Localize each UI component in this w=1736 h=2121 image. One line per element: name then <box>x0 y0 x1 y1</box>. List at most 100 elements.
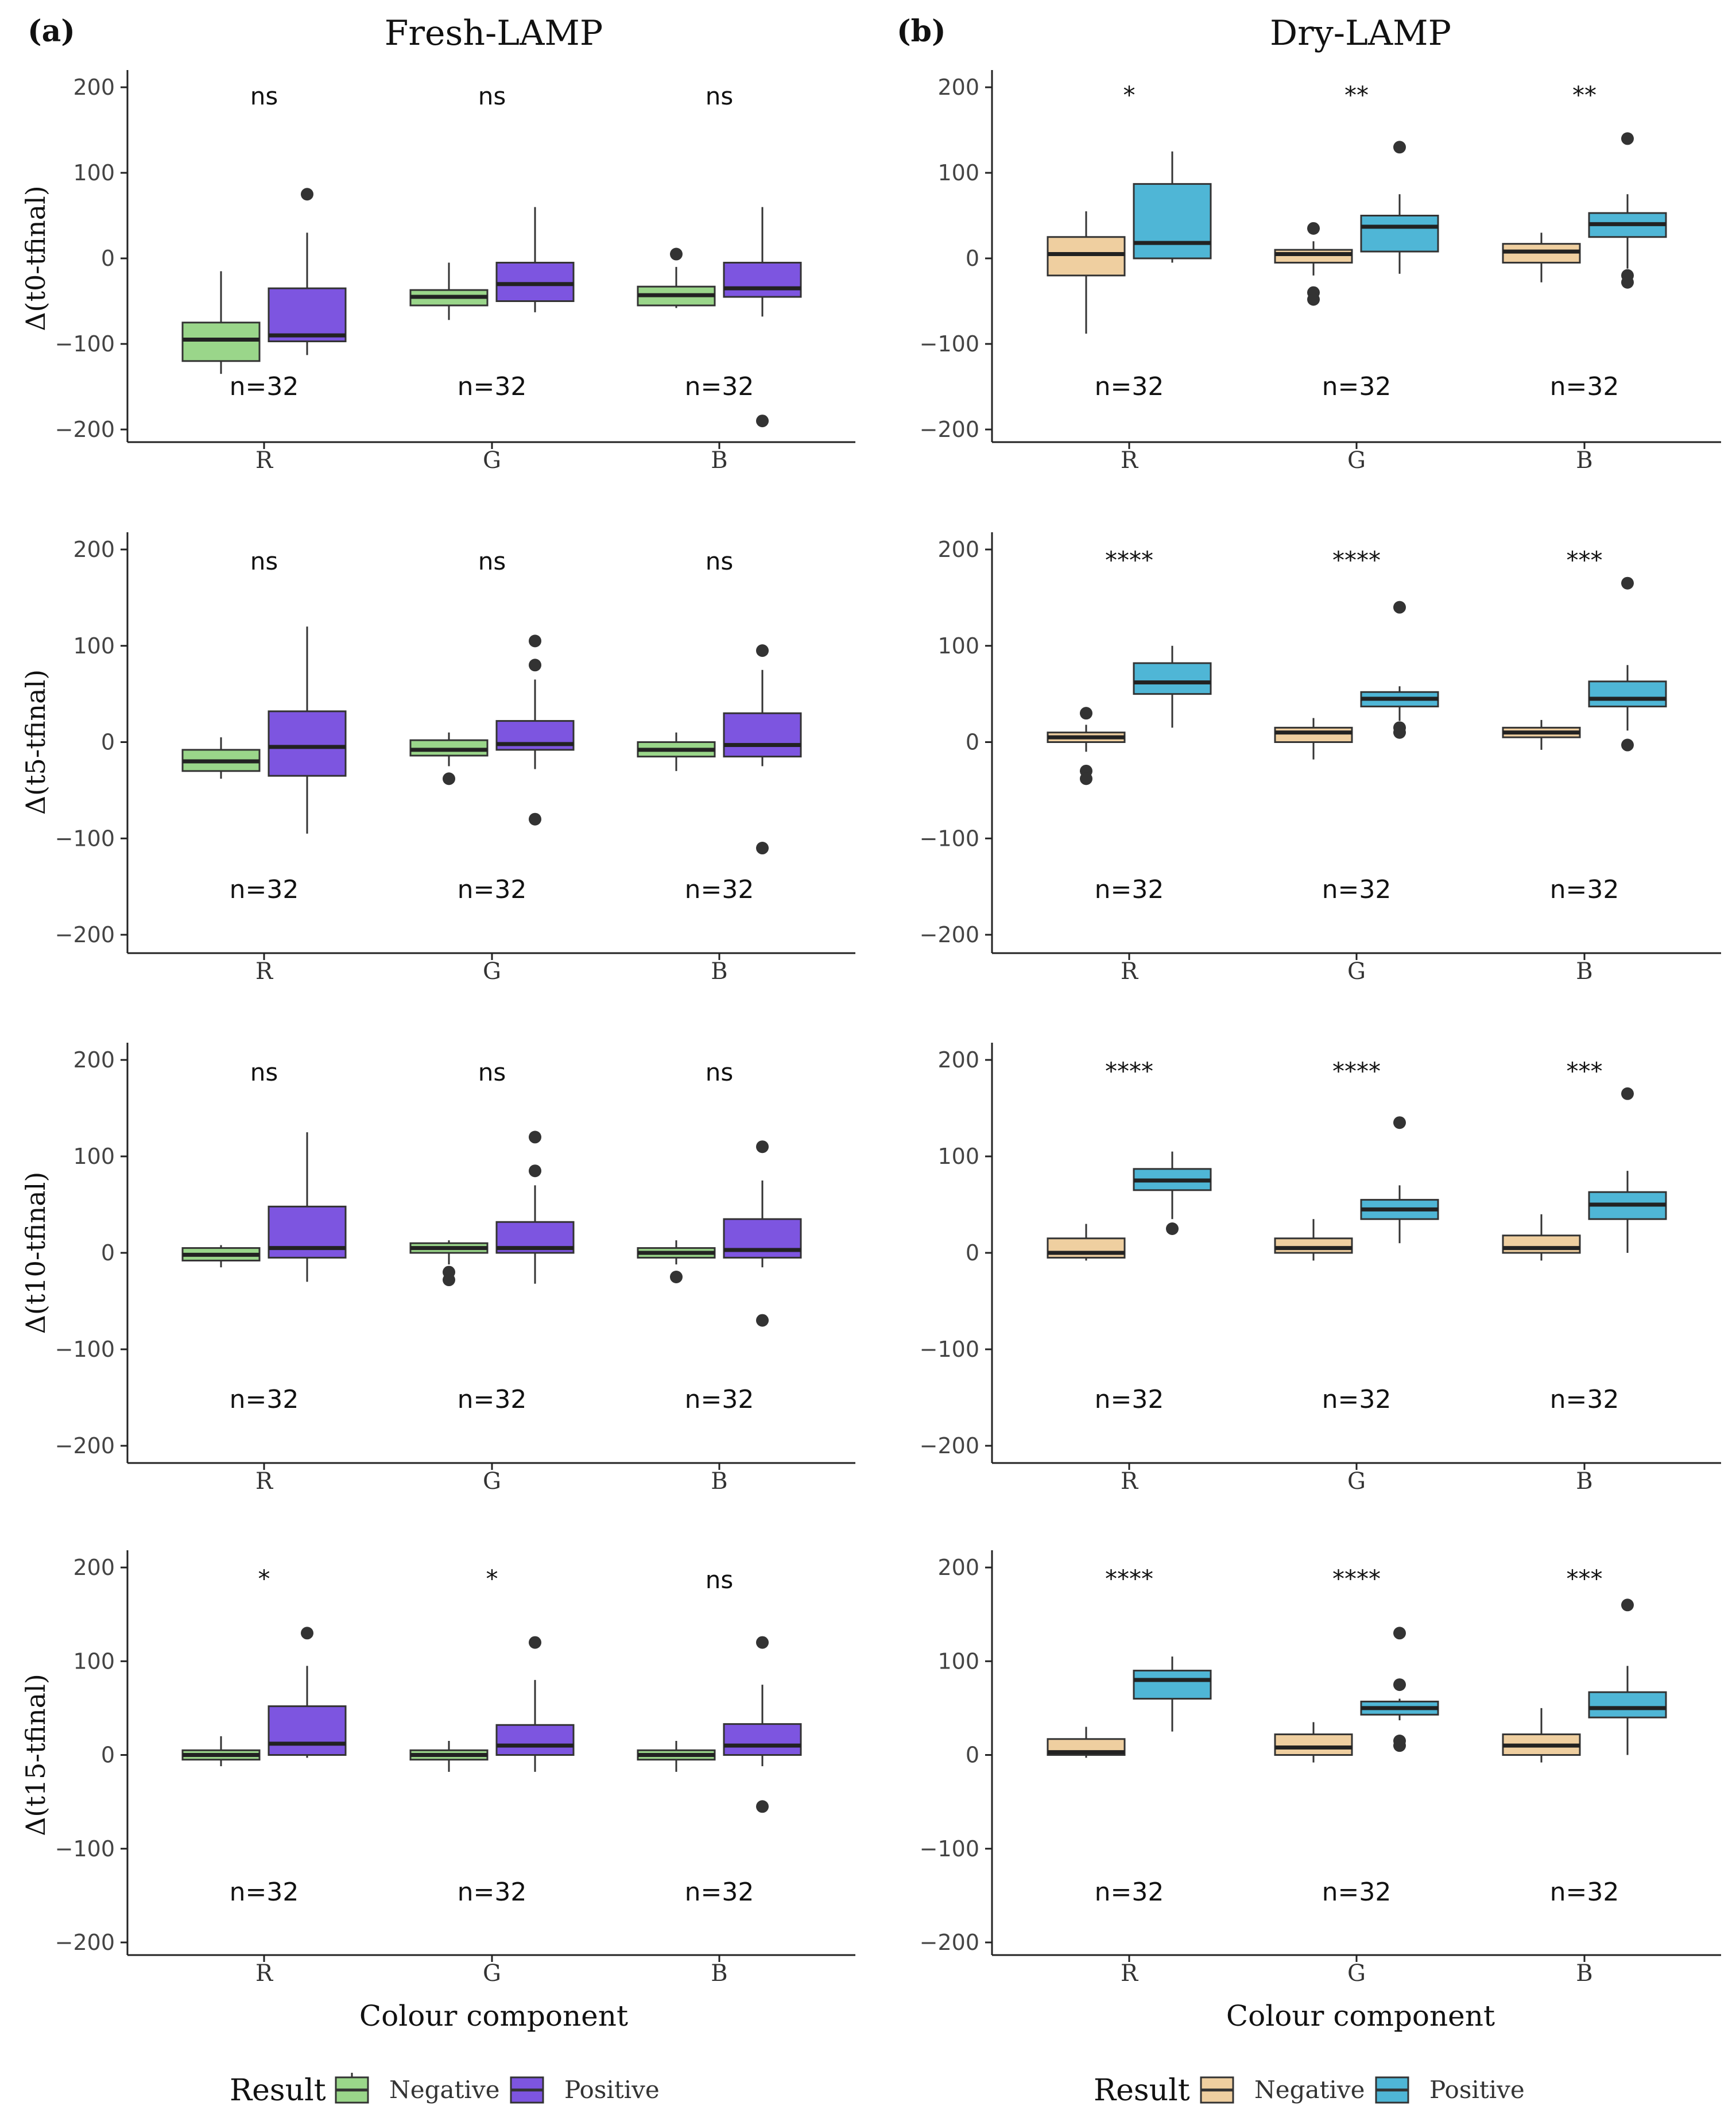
box-negative-R <box>181 1736 261 1767</box>
outlier-point <box>1621 738 1634 752</box>
y-tick-label: −200 <box>55 1930 115 1955</box>
chart-b-row-0: −200 −100 0 100 200 R * n=32 G ** n=32 B ** n=32 <box>920 70 1721 474</box>
significance-label: *** <box>1567 546 1603 574</box>
significance-label: * <box>486 1565 498 1593</box>
x-tick-label-B: B <box>711 447 727 474</box>
n-count-label: n=32 <box>230 372 299 401</box>
y-tick-label: −200 <box>55 417 115 442</box>
significance-label: ns <box>706 82 734 110</box>
outlier-point <box>443 772 455 785</box>
significance-label: ** <box>1344 81 1369 109</box>
n-count-label: n=32 <box>685 1878 754 1907</box>
panel-a-title: Fresh-LAMP <box>385 13 603 53</box>
y-axis-label: Δ(t5-tfinal) <box>20 669 51 815</box>
n-count-label: n=32 <box>1550 1878 1619 1907</box>
x-tick-label-R: R <box>255 447 274 474</box>
outlier-point <box>1621 276 1634 289</box>
outlier-point <box>529 1131 541 1144</box>
box-negative-B <box>1502 1708 1581 1763</box>
chart-a-row-2: −200 −100 0 100 200 Δ(t10-tfinal) Rns n=32 Gns n=… <box>20 1043 855 1495</box>
iqr-box <box>1274 1237 1353 1254</box>
x-tick-label-B: B <box>1576 447 1592 474</box>
iqr-box <box>268 710 347 777</box>
iqr-box <box>1133 183 1212 260</box>
y-axis-label: Δ(t0-tfinal) <box>20 185 51 331</box>
box-negative-G <box>409 1240 489 1287</box>
box-positive-R <box>1133 1151 1212 1235</box>
n-count-label: n=32 <box>458 1385 527 1414</box>
box-positive-G <box>1360 1116 1439 1244</box>
y-tick-label: 0 <box>101 1743 115 1768</box>
panel-a-xlabel: Colour component <box>359 1999 628 2033</box>
outlier-point <box>1621 132 1634 145</box>
box-positive-G <box>1360 1627 1439 1752</box>
y-tick-label: −200 <box>920 1930 979 1955</box>
chart-a-row-3: −200 −100 0 100 200 Δ(t15-tfinal) R * n=32 G * n=32… <box>20 1550 855 1987</box>
x-tick-label-B: B <box>1576 1468 1592 1495</box>
iqr-box <box>181 322 261 362</box>
box-negative-R <box>1047 1727 1126 1758</box>
iqr-box <box>1133 662 1212 695</box>
significance-label: * <box>258 1565 270 1593</box>
box-positive-G <box>495 1131 575 1284</box>
box-positive-B <box>1588 1087 1667 1253</box>
box-positive-B <box>723 1636 802 1813</box>
x-tick-label-G: G <box>483 1468 501 1495</box>
outlier-point <box>301 1627 313 1640</box>
outlier-point <box>756 1800 769 1813</box>
significance-label: ns <box>706 1058 734 1086</box>
box-positive-R <box>1133 1656 1212 1732</box>
n-count-label: n=32 <box>1095 1878 1164 1907</box>
significance-label: * <box>1123 81 1136 109</box>
box-negative-G <box>409 1741 489 1772</box>
y-tick-label: −100 <box>920 331 979 357</box>
n-count-label: n=32 <box>1550 875 1619 904</box>
n-count-label: n=32 <box>458 1878 527 1907</box>
x-tick-label-R: R <box>255 1468 274 1495</box>
outlier-point <box>756 1314 769 1327</box>
y-tick-label: 200 <box>73 1555 115 1580</box>
panel-a-tag: (a) <box>28 14 75 49</box>
y-tick-label: 200 <box>937 1555 979 1580</box>
y-tick-label: 0 <box>966 246 979 271</box>
box-positive-G <box>1360 141 1439 274</box>
significance-label: **** <box>1105 1565 1153 1593</box>
box-negative-B <box>1502 1214 1581 1261</box>
outlier-point <box>756 842 769 855</box>
y-tick-label: −200 <box>920 922 979 947</box>
outlier-point <box>1393 141 1406 154</box>
n-count-label: n=32 <box>685 1385 754 1414</box>
significance-label: **** <box>1332 1565 1381 1593</box>
significance-label: **** <box>1332 546 1381 574</box>
outlier-point <box>443 1274 455 1287</box>
iqr-box <box>1133 1670 1212 1700</box>
outlier-point <box>756 1140 769 1154</box>
outlier-point <box>670 1271 683 1283</box>
box-positive-B <box>723 207 802 428</box>
legend-b-negative-label: Negative <box>1254 2076 1365 2104</box>
significance-label: ns <box>706 547 734 575</box>
x-tick-label-B: B <box>711 958 727 985</box>
outlier-point <box>1393 1116 1406 1129</box>
chart-b-row-1: −200 −100 0 100 200 R **** n=32 G **** n=32 B *** n=3… <box>920 532 1721 985</box>
box-positive-B <box>1588 1599 1667 1755</box>
box-negative-G <box>1274 1219 1353 1261</box>
x-tick-label-B: B <box>1576 1960 1592 1987</box>
x-tick-label-R: R <box>255 1960 274 1987</box>
box-negative-R <box>1047 1224 1126 1261</box>
y-tick-label: −100 <box>55 331 115 357</box>
outlier-point <box>1307 293 1320 306</box>
n-count-label: n=32 <box>1550 1385 1619 1414</box>
box-negative-B <box>637 247 716 308</box>
legend-b: Result Negative Positive <box>1094 2073 1525 2108</box>
outlier-point <box>756 1636 769 1649</box>
y-axis-label: Δ(t15-tfinal) <box>20 1674 51 1836</box>
outlier-point <box>301 188 313 201</box>
n-count-label: n=32 <box>230 1878 299 1907</box>
n-count-label: n=32 <box>230 875 299 904</box>
y-tick-label: 100 <box>73 1648 115 1674</box>
plot-area: −200 −100 0 100 200 Δ(t0-tfinal) Rns n=32 Gns n=3… <box>20 70 1721 1987</box>
x-tick-label-G: G <box>483 1960 501 1987</box>
y-tick-label: −200 <box>920 1433 979 1458</box>
